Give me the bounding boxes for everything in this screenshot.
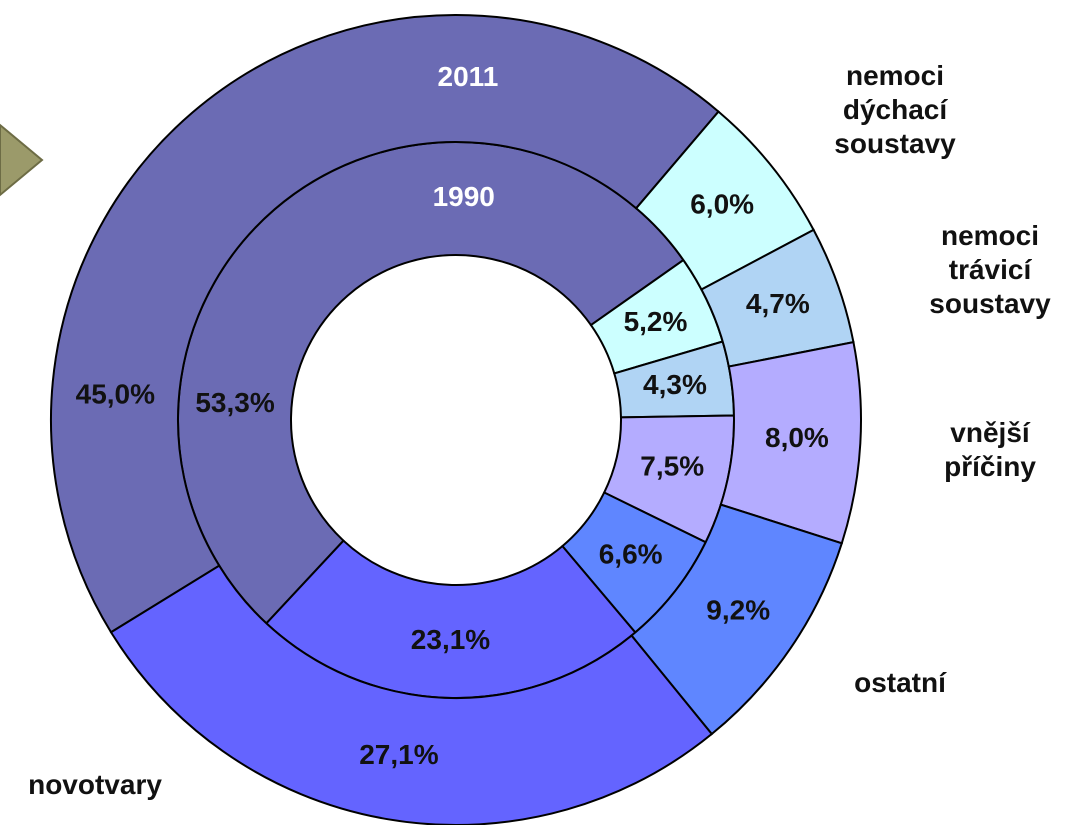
category-label: novotvary xyxy=(28,769,162,800)
ring-label: 1990 xyxy=(433,181,495,212)
value-label: 4,7% xyxy=(746,288,810,319)
value-label: 8,0% xyxy=(765,422,829,453)
donut-segment xyxy=(50,14,720,634)
category-label: vnější příčiny xyxy=(944,417,1036,482)
value-label: 6,0% xyxy=(690,188,754,219)
arrow-decoration xyxy=(0,123,44,197)
category-label: ostatní xyxy=(854,667,946,698)
value-label: 5,2% xyxy=(624,306,688,337)
value-label: 27,1% xyxy=(359,739,438,770)
category-label: nemoci dýchací soustavy xyxy=(834,60,956,159)
category-label: nemoci trávicí soustavy xyxy=(929,220,1051,319)
donut-segment xyxy=(109,564,714,825)
value-label: 7,5% xyxy=(640,451,704,482)
value-label: 6,6% xyxy=(599,539,663,570)
value-label: 45,0% xyxy=(76,379,155,410)
value-label: 53,3% xyxy=(195,387,274,418)
value-label: 23,1% xyxy=(411,624,490,655)
value-label: 9,2% xyxy=(706,595,770,626)
value-label: 4,3% xyxy=(643,369,707,400)
ring-label: 2011 xyxy=(438,61,499,92)
